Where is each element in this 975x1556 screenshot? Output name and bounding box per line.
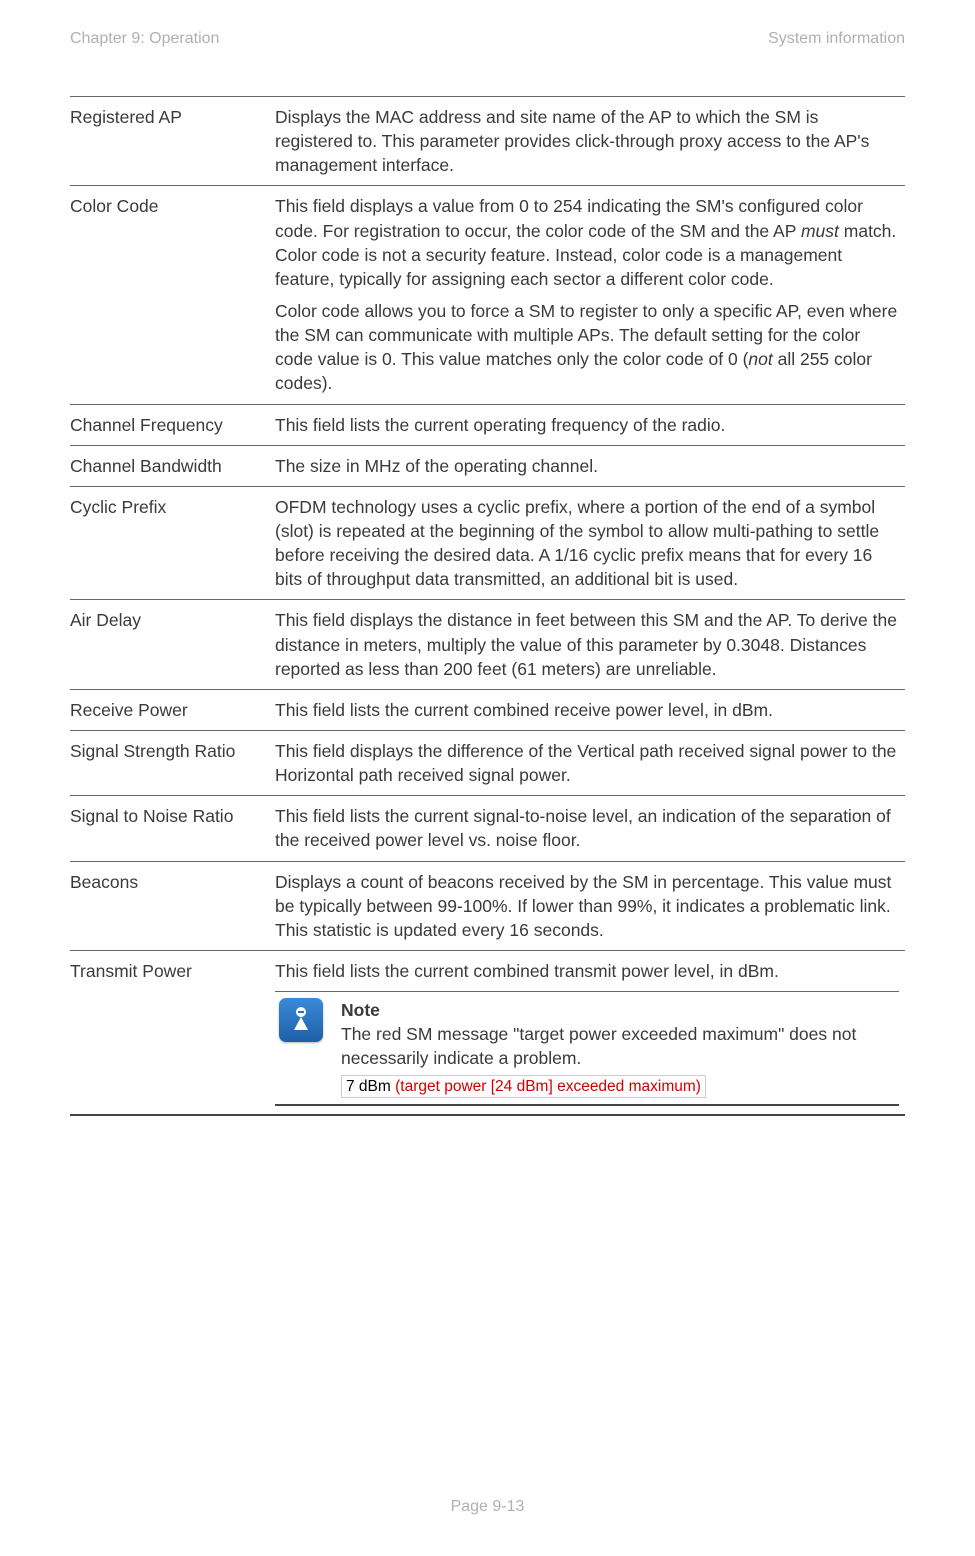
attr-key: Channel Bandwidth <box>70 445 275 486</box>
note-body: The red SM message "target power exceede… <box>341 1022 895 1070</box>
header-right: System information <box>768 30 905 48</box>
attr-value: This field lists the current combined tr… <box>275 950 905 1115</box>
attr-key: Beacons <box>70 861 275 950</box>
attr-key: Channel Frequency <box>70 404 275 445</box>
attr-key: Transmit Power <box>70 950 275 1115</box>
header-left: Chapter 9: Operation <box>70 30 219 48</box>
attr-key: Signal to Noise Ratio <box>70 796 275 861</box>
attr-value: This field lists the current operating f… <box>275 404 905 445</box>
note-icon-cell <box>275 992 337 1106</box>
note-title: Note <box>341 998 895 1022</box>
attr-value: This field displays the distance in feet… <box>275 600 905 689</box>
attr-key: Signal Strength Ratio <box>70 730 275 795</box>
note-text: NoteThe red SM message "target power exc… <box>337 992 899 1106</box>
note-box: NoteThe red SM message "target power exc… <box>275 991 899 1106</box>
attr-value: This field displays a value from 0 to 25… <box>275 186 905 404</box>
attr-key: Air Delay <box>70 600 275 689</box>
attr-value: Displays the MAC address and site name o… <box>275 97 905 186</box>
target-power-sample: 7 dBm (target power [24 dBm] exceeded ma… <box>341 1075 706 1099</box>
attributes-table: Registered APDisplays the MAC address an… <box>70 96 905 1116</box>
attr-key: Cyclic Prefix <box>70 486 275 600</box>
attr-value: This field displays the difference of th… <box>275 730 905 795</box>
attr-value: OFDM technology uses a cyclic prefix, wh… <box>275 486 905 600</box>
attr-key: Receive Power <box>70 689 275 730</box>
attr-value: This field lists the current signal-to-n… <box>275 796 905 861</box>
attr-key: Registered AP <box>70 97 275 186</box>
attr-value: The size in MHz of the operating channel… <box>275 445 905 486</box>
attr-value: Displays a count of beacons received by … <box>275 861 905 950</box>
page-footer: Page 9-13 <box>0 1498 975 1516</box>
attr-key: Color Code <box>70 186 275 404</box>
info-icon <box>279 998 323 1042</box>
attr-value: This field lists the current combined re… <box>275 689 905 730</box>
